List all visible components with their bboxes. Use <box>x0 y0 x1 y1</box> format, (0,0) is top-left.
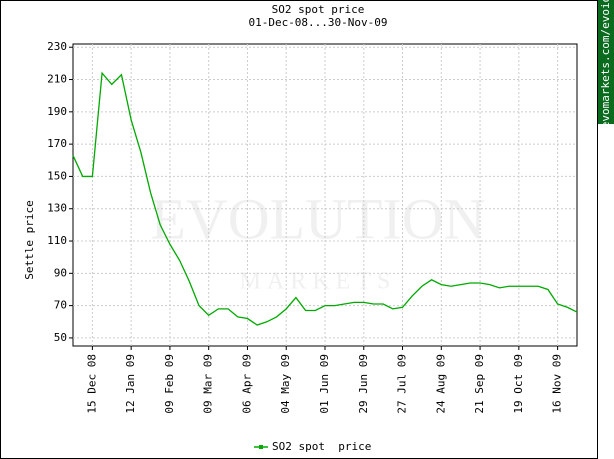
x-tick-label: 06 Apr 09 <box>240 354 253 414</box>
chart-title: SO2 spot price <box>272 3 365 16</box>
x-tick-label: 04 May 09 <box>279 354 292 414</box>
side-banner <box>598 0 614 124</box>
side-label: evomarkets.com/evoid <box>599 0 612 128</box>
x-tick-label: 09 Mar 09 <box>202 354 215 414</box>
y-tick-label: 50 <box>54 331 67 344</box>
data-line <box>72 71 578 326</box>
x-tick-label: 27 Jul 09 <box>396 354 409 414</box>
x-tick-label: 29 Jun 09 <box>357 354 370 414</box>
y-axis-label: Settle price <box>23 200 36 279</box>
x-tick-label: 12 Jan 09 <box>124 354 137 414</box>
watermark: EVOLUTION <box>150 186 485 251</box>
y-tick-label: 190 <box>47 105 67 118</box>
chart-subtitle: 01-Dec-08...30-Nov-09 <box>248 16 387 29</box>
legend-label: SO2 spot price <box>272 440 371 453</box>
frame <box>0 0 598 459</box>
y-tick-label: 170 <box>47 137 67 150</box>
x-tick-label: 16 Nov 09 <box>551 354 564 414</box>
y-tick-label: 70 <box>54 299 67 312</box>
legend-marker <box>259 445 263 449</box>
y-tick-label: 130 <box>47 202 67 215</box>
x-tick-label: 24 Aug 09 <box>434 354 447 414</box>
y-tick-label: 210 <box>47 73 67 86</box>
x-tick-label: 15 Dec 08 <box>85 354 98 414</box>
x-tick-label: 09 Feb 09 <box>163 354 176 414</box>
y-tick-label: 90 <box>54 266 67 279</box>
y-tick-label: 230 <box>47 40 67 53</box>
y-tick-label: 110 <box>47 234 67 247</box>
x-tick-label: 21 Sep 09 <box>473 354 486 414</box>
watermark: MARKETS <box>240 269 397 295</box>
x-tick-label: 19 Oct 09 <box>512 354 525 414</box>
y-tick-label: 150 <box>47 169 67 182</box>
x-tick-label: 01 Jun 09 <box>318 354 331 414</box>
